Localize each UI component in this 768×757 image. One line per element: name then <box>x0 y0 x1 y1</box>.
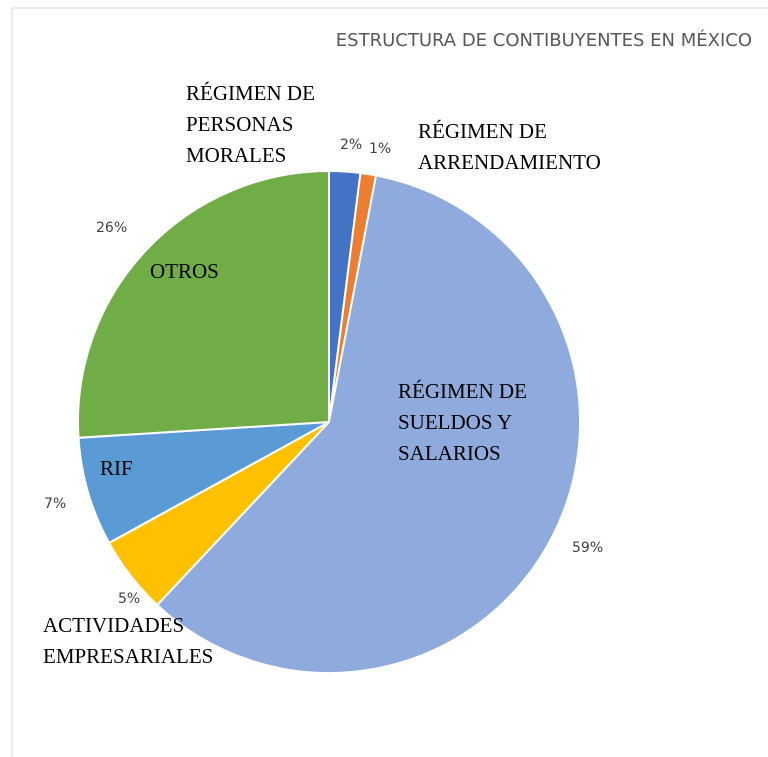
value-label: 26% <box>96 220 128 236</box>
pie-slice <box>155 174 581 674</box>
pie-slice <box>77 421 330 545</box>
value-label: 59% <box>572 540 604 556</box>
pie-slice <box>77 169 330 439</box>
slice-label: OTROS <box>150 259 219 283</box>
value-label: 2% <box>340 137 363 153</box>
chart-frame <box>11 7 768 757</box>
value-label: 5% <box>118 591 141 607</box>
slice-label: RIF <box>100 456 133 480</box>
slice-label: ACTIVIDADES EMPRESARIALES <box>43 613 214 668</box>
value-label: 1% <box>369 141 392 157</box>
slice-label: RÉGIMEN DE ARRENDAMIENTO <box>418 119 601 174</box>
slice-label: RÉGIMEN DE PERSONAS MORALES <box>186 81 315 167</box>
value-label: 7% <box>44 496 67 512</box>
chart-title: ESTRUCTURA DE CONTIBUYENTES EN MÉXICO <box>335 30 752 51</box>
slice-label: RÉGIMEN DE SUELDOS Y SALARIOS <box>398 379 527 465</box>
